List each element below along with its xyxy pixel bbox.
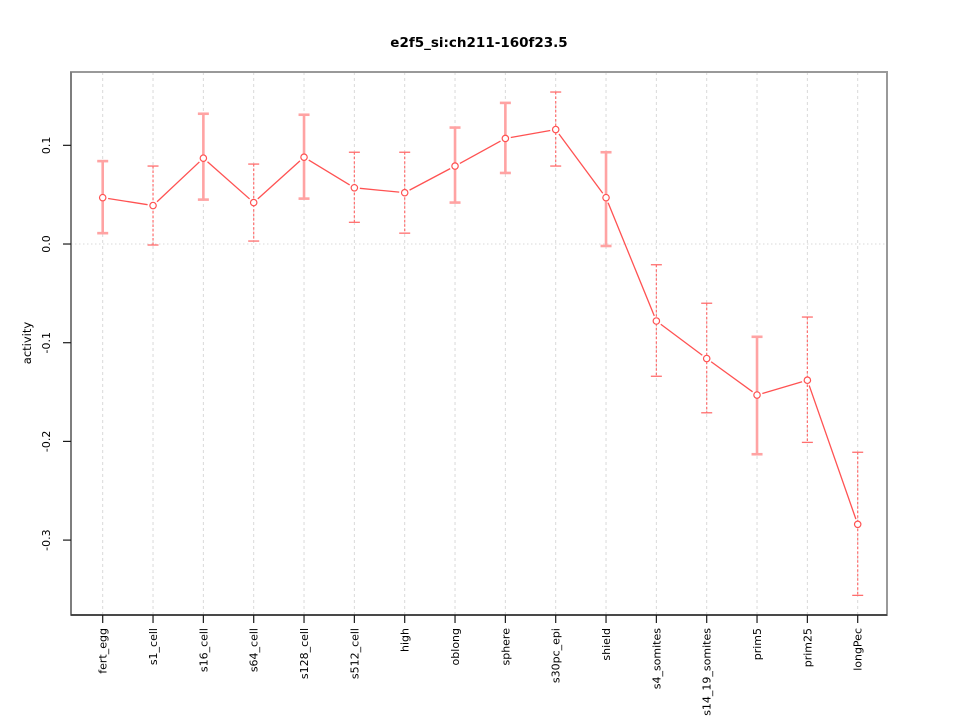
x-tick-label: s16_cell [197, 628, 210, 672]
data-point-marker [149, 201, 157, 210]
data-point-marker [501, 134, 510, 143]
series-segment [607, 202, 655, 317]
x-tick-label: s4_somites [650, 628, 663, 690]
y-tick-label: 0.1 [40, 137, 53, 155]
series-segment [710, 361, 753, 393]
data-point-marker [702, 354, 711, 363]
series-segment [308, 159, 351, 186]
series-segment [808, 385, 857, 520]
series-segment [108, 197, 148, 206]
x-tick-label: oblong [449, 628, 462, 665]
data-point-marker [199, 154, 208, 162]
data-point-marker [400, 188, 409, 197]
data-point-marker [551, 125, 560, 134]
series-segment [660, 323, 703, 356]
x-tick-label: prim25 [801, 628, 814, 667]
series-segment [459, 140, 501, 164]
y-tick-label: 0.0 [40, 235, 53, 253]
y-tick-label: -0.2 [40, 431, 53, 452]
data-point-marker [652, 317, 661, 325]
x-tick-label: s512_cell [348, 628, 361, 679]
x-tick-label: fert_egg [97, 628, 110, 674]
data-point-marker [451, 162, 459, 170]
series-segment [156, 161, 200, 203]
series-segment [510, 129, 551, 139]
x-tick-label: longPec [852, 628, 865, 671]
data-point-marker [753, 391, 761, 399]
data-point-marker [350, 183, 359, 192]
y-tick-label: -0.3 [40, 529, 53, 550]
data-point-marker [98, 193, 107, 202]
series-segment [257, 160, 301, 200]
x-tick-label: shield [600, 628, 613, 661]
x-tick-label: high [399, 628, 412, 652]
series-segment [359, 187, 400, 193]
data-point-marker [602, 193, 610, 202]
x-tick-label: sphere [499, 628, 512, 666]
x-tick-label: s1_cell [147, 628, 160, 665]
series-segment [409, 168, 451, 191]
series-segment [762, 381, 803, 395]
x-tick-label: s128_cell [298, 628, 311, 679]
y-tick-label: -0.1 [40, 332, 53, 353]
data-point-marker [249, 198, 258, 207]
chart-title: e2f5_si:ch211-160f23.5 [390, 35, 567, 51]
x-tick-label: s64_cell [248, 628, 261, 672]
data-point-marker [853, 520, 862, 529]
x-tick-label: s30pc_epi [550, 628, 563, 683]
series-segment [558, 133, 604, 194]
series-segment [207, 161, 251, 200]
x-tick-label: prim5 [751, 628, 764, 660]
y-axis-title: activity [20, 322, 34, 365]
data-point-marker [803, 376, 812, 385]
x-tick-label: s14_19_somites [701, 628, 714, 716]
data-point-marker [300, 153, 308, 161]
